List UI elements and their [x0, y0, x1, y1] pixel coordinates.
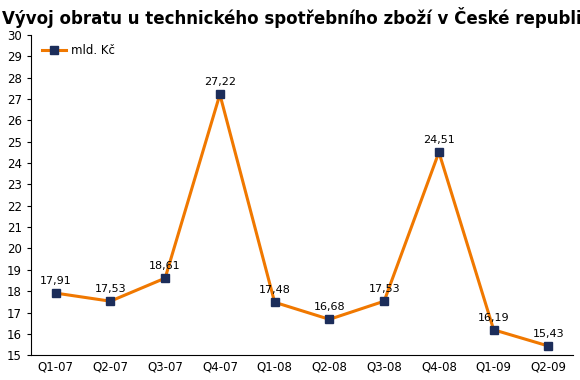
- Text: 18,61: 18,61: [149, 261, 181, 271]
- Text: 16,68: 16,68: [314, 302, 345, 312]
- Text: 16,19: 16,19: [478, 313, 509, 323]
- Title: Vývoj obratu u technického spotřebního zboží v České republice: Vývoj obratu u technického spotřebního z…: [2, 7, 580, 28]
- mld. Kč: [52, 291, 59, 295]
- mld. Kč: [545, 344, 552, 348]
- mld. Kč: [380, 299, 387, 304]
- Text: 17,91: 17,91: [40, 276, 71, 286]
- Text: 15,43: 15,43: [532, 329, 564, 339]
- mld. Kč: [490, 328, 497, 332]
- mld. Kč: [271, 300, 278, 304]
- Text: 27,22: 27,22: [204, 78, 236, 87]
- Text: 17,48: 17,48: [259, 285, 291, 295]
- mld. Kč: [216, 92, 223, 97]
- mld. Kč: [436, 150, 443, 155]
- mld. Kč: [162, 276, 169, 280]
- mld. Kč: [326, 317, 333, 321]
- Text: 17,53: 17,53: [368, 284, 400, 294]
- Text: 24,51: 24,51: [423, 135, 455, 145]
- mld. Kč: [107, 299, 114, 304]
- Legend: mld. Kč: mld. Kč: [42, 44, 114, 57]
- Text: 17,53: 17,53: [95, 284, 126, 294]
- Line: mld. Kč: mld. Kč: [52, 90, 553, 350]
